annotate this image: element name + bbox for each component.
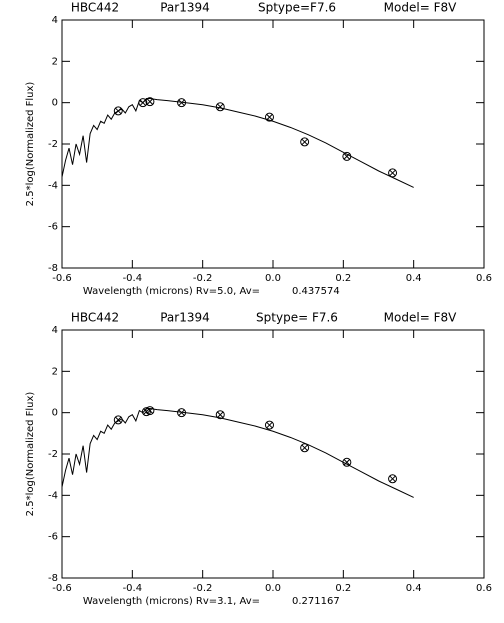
y-tick-label: -4 (48, 490, 58, 501)
y-tick-label: 2 (52, 366, 58, 377)
marker-cross (389, 475, 396, 483)
x-tick-label: 0.0 (265, 273, 281, 284)
marker-circle (264, 112, 274, 122)
x-axis-label-value: 0.437574 (292, 286, 340, 297)
photometry-point (388, 474, 398, 484)
marker-cross (301, 444, 309, 452)
header-text: Model= F8V (384, 1, 457, 15)
marker-cross (301, 138, 309, 146)
marker-circle (342, 457, 352, 467)
photometry-point (145, 406, 155, 416)
plot-frame (61, 329, 485, 579)
marker-cross (114, 107, 122, 115)
x-tick-label: 0.4 (406, 583, 422, 594)
marker-cross (343, 458, 351, 466)
x-axis-label: Wavelength (microns) Rv=5.0, Av= (83, 286, 260, 297)
marker-cross (389, 169, 396, 177)
photometry-point (138, 98, 148, 108)
marker-cross (266, 421, 273, 429)
plot-frame (61, 19, 485, 269)
y-tick-label: -8 (48, 263, 58, 274)
y-tick-label: 4 (52, 15, 58, 26)
marker-cross (146, 407, 154, 414)
x-tick-label: 0.2 (335, 583, 351, 594)
x-tick-label: 0.6 (476, 583, 492, 594)
marker-cross (216, 411, 224, 419)
marker-circle (388, 474, 398, 484)
photometry-point (300, 137, 310, 147)
x-axis-label: Wavelength (microns) Rv=3.1, Av= (83, 596, 260, 607)
x-tick-label: -0.2 (193, 273, 213, 284)
photometry-point (388, 168, 398, 178)
marker-circle (177, 98, 187, 108)
y-tick-label: 4 (52, 325, 58, 336)
y-tick-label: -8 (48, 573, 58, 584)
marker-circle (388, 168, 398, 178)
x-tick-label: 0.0 (265, 583, 281, 594)
x-tick-label: -0.4 (123, 273, 143, 284)
x-tick-label: 0.2 (335, 273, 351, 284)
y-tick-label: -2 (48, 139, 58, 150)
y-axis-label: 2.5*log(Normalized Flux) (25, 392, 36, 517)
photometry-point (300, 443, 310, 453)
header-text: Model= F8V (384, 311, 457, 325)
x-tick-label: -0.2 (193, 583, 213, 594)
y-tick-label: -6 (48, 222, 58, 233)
marker-circle (138, 98, 148, 108)
x-axis-label-value: 0.271167 (292, 596, 340, 607)
header-text: HBC442 (71, 1, 119, 15)
y-tick-label: 2 (52, 56, 58, 67)
marker-cross (114, 416, 122, 424)
photometry-point (264, 420, 274, 430)
header-text: HBC442 (71, 311, 119, 325)
marker-circle (113, 106, 123, 116)
marker-circle (215, 102, 225, 112)
marker-circle (264, 420, 274, 430)
y-tick-label: -4 (48, 180, 58, 191)
photometry-point (342, 457, 352, 467)
header-text: Sptype= F7.6 (256, 311, 338, 325)
photometry-point (264, 112, 274, 122)
marker-circle (145, 406, 155, 416)
y-axis-label: 2.5*log(Normalized Flux) (25, 82, 36, 207)
marker-circle (215, 410, 225, 420)
marker-circle (342, 151, 352, 161)
x-tick-label: 0.4 (406, 273, 422, 284)
x-tick-label: -0.6 (52, 273, 72, 284)
marker-circle (145, 97, 155, 107)
photometry-point (113, 415, 123, 425)
header-text: Par1394 (160, 311, 210, 325)
x-tick-label: -0.6 (52, 583, 72, 594)
photometry-point (215, 102, 225, 112)
photometry-point (177, 408, 187, 418)
marker-circle (300, 443, 310, 453)
photometry-point (113, 106, 123, 116)
y-tick-label: 0 (52, 408, 58, 419)
header-text: Sptype=F7.6 (258, 1, 336, 15)
x-tick-label: -0.4 (123, 583, 143, 594)
marker-cross (146, 98, 154, 105)
y-tick-label: 0 (52, 98, 58, 109)
marker-cross (343, 153, 351, 160)
spectrum-line (61, 98, 414, 188)
photometry-point (342, 151, 352, 161)
x-tick-label: 0.6 (476, 273, 492, 284)
marker-cross (266, 113, 273, 121)
y-tick-label: -2 (48, 449, 58, 460)
marker-cross (178, 99, 185, 107)
photometry-point (177, 98, 187, 108)
y-tick-label: -6 (48, 532, 58, 543)
marker-circle (177, 408, 187, 418)
marker-circle (113, 415, 123, 425)
marker-cross (178, 409, 185, 417)
header-text: Par1394 (160, 1, 210, 15)
marker-circle (300, 137, 310, 147)
photometry-point (215, 410, 225, 420)
marker-cross (216, 103, 224, 111)
photometry-point (145, 97, 155, 107)
marker-cross (139, 99, 147, 107)
spectrum-line (61, 408, 414, 498)
